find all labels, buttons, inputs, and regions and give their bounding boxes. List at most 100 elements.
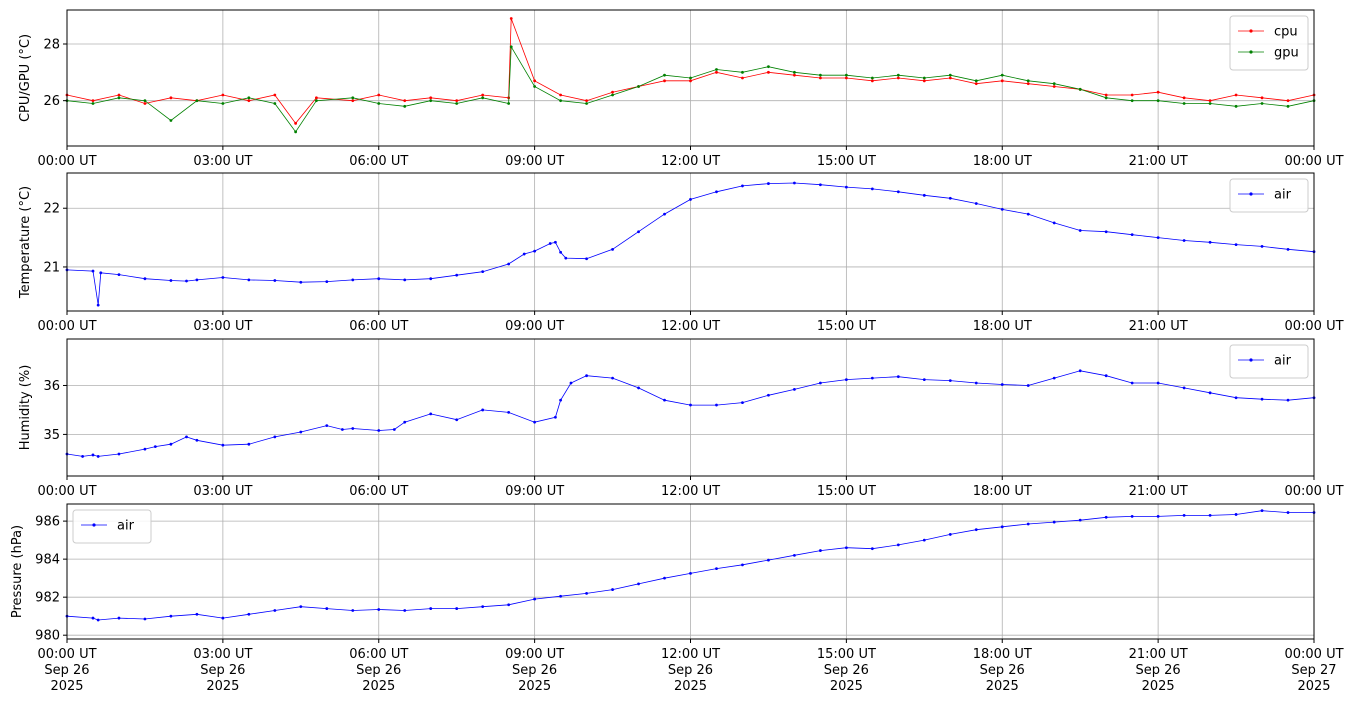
data-point [663, 398, 666, 402]
data-point [1104, 230, 1108, 234]
data-point [143, 447, 147, 451]
data-point [689, 76, 692, 80]
data-point [1130, 381, 1134, 385]
data-point [1078, 518, 1082, 522]
data-point [1026, 384, 1030, 387]
data-point [247, 612, 251, 616]
data-point [377, 429, 381, 432]
x-tick-label: 12:00 UT [661, 484, 720, 499]
x-tick-label: 21:00 UT [1129, 154, 1188, 169]
data-point [1260, 96, 1264, 100]
data-point [818, 381, 822, 385]
data-point [429, 96, 433, 100]
legend-label: air [1274, 354, 1292, 369]
data-point [1026, 82, 1030, 86]
data-point [299, 430, 303, 434]
data-point [481, 408, 485, 412]
data-point [767, 558, 770, 562]
x-tick-label: 06:00 UT [349, 154, 408, 169]
data-point [741, 401, 744, 405]
data-point [585, 591, 588, 595]
data-point [585, 374, 588, 378]
data-point [611, 376, 614, 380]
legend-marker [1249, 192, 1253, 196]
data-point [896, 375, 900, 379]
data-point [922, 76, 926, 80]
data-point [1130, 514, 1134, 518]
data-point [481, 93, 485, 97]
data-point [351, 99, 355, 103]
data-point [1208, 99, 1212, 103]
data-point [273, 279, 277, 282]
data-point [325, 280, 329, 284]
data-point [554, 240, 557, 244]
y-tick-label: 36 [43, 379, 60, 394]
data-point [91, 99, 95, 103]
data-point [554, 415, 557, 419]
data-point [948, 533, 952, 536]
data-point [974, 82, 978, 86]
data-point [1156, 99, 1160, 103]
data-point [637, 230, 640, 234]
data-point [637, 85, 640, 88]
data-point [299, 280, 303, 284]
data-point [767, 182, 770, 185]
x-tick-label: 18:00 UT [973, 154, 1032, 169]
data-point [481, 96, 485, 100]
data-point [741, 563, 744, 567]
data-point [611, 93, 614, 97]
data-point [1000, 525, 1004, 529]
data-point [273, 435, 277, 439]
data-point [455, 99, 459, 103]
data-point [922, 79, 926, 83]
data-point [741, 76, 744, 80]
y-axis-label: Pressure (hPa) [10, 525, 25, 618]
y-tick-label: 982 [35, 591, 60, 606]
data-point [221, 443, 225, 447]
data-point [611, 588, 614, 591]
data-point [481, 605, 485, 609]
legend-label: gpu [1274, 46, 1299, 61]
data-point [169, 442, 173, 446]
data-point [689, 198, 692, 201]
data-point [741, 184, 744, 188]
data-point [559, 99, 563, 103]
data-point [273, 609, 277, 612]
data-point [974, 79, 978, 83]
data-point [793, 73, 796, 77]
data-point [153, 445, 157, 449]
data-point [117, 452, 121, 456]
data-point [247, 442, 251, 446]
data-point [1052, 376, 1056, 380]
data-point [1260, 102, 1264, 105]
data-point [117, 616, 121, 620]
x-tick-label: 06:00 UT Sep 26 2025 [349, 647, 408, 694]
data-point [247, 96, 251, 100]
data-point [870, 547, 874, 551]
data-point [896, 543, 900, 547]
data-point [533, 85, 537, 88]
legend-label: air [1274, 188, 1292, 203]
data-point [221, 102, 225, 105]
series-line-gpu [66, 45, 1315, 133]
data-point [1026, 522, 1030, 526]
y-tick-label: 26 [43, 94, 60, 109]
data-point [585, 102, 588, 105]
data-point [844, 546, 848, 550]
data-point [1260, 509, 1264, 513]
data-point [1000, 383, 1004, 386]
data-point [185, 435, 188, 439]
data-point [143, 617, 147, 621]
data-point [169, 614, 173, 618]
data-point [870, 376, 874, 380]
y-tick-label: 984 [35, 553, 60, 568]
chart-panel-2: 21 22 00:00 UT 03:00 UT 06:00 UT 09:00 UT 12:0… [18, 172, 1344, 334]
data-point [1104, 374, 1108, 378]
data-point [974, 202, 978, 205]
chart-panel-1: 26 28 00:00 UT 03:00 UT 06:00 UT 09:00 UT 12:0… [18, 9, 1344, 169]
data-point [1208, 514, 1212, 517]
data-point [221, 616, 225, 620]
data-point [974, 528, 978, 532]
data-point [143, 102, 147, 105]
data-point [870, 79, 874, 83]
